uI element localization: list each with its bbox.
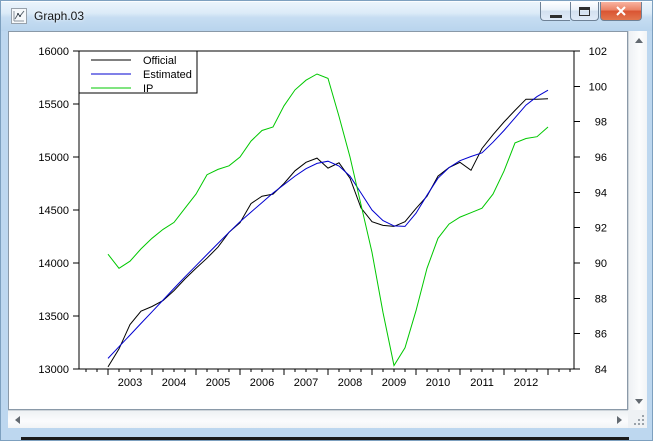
close-icon [616,6,626,16]
caption-buttons [540,2,642,21]
svg-text:86: 86 [595,329,607,341]
svg-text:98: 98 [595,117,607,129]
close-button[interactable] [600,2,642,21]
svg-text:15000: 15000 [38,152,69,164]
svg-text:90: 90 [595,258,607,270]
svg-text:84: 84 [595,364,607,376]
scroll-right-button[interactable] [611,411,627,429]
svg-text:96: 96 [595,152,607,164]
svg-text:102: 102 [589,46,607,58]
svg-text:94: 94 [595,187,607,199]
right-arrow-icon [616,416,622,424]
svg-text:2009: 2009 [382,377,406,389]
line-chart: 16000 15500 15000 14500 14000 13500 13000 102 10… [38,46,607,389]
svg-text:2012: 2012 [514,377,538,389]
maximize-icon [579,6,590,16]
resize-grip[interactable] [628,410,647,428]
svg-text:14000: 14000 [38,258,69,270]
minimize-button[interactable] [540,2,570,21]
titlebar[interactable]: Graph.03 [1,1,652,31]
resize-grip-icon [634,415,644,425]
vertical-scrollbar[interactable] [628,31,647,410]
scroll-up-button[interactable] [629,32,648,48]
scroll-left-button[interactable] [9,411,25,429]
svg-text:2006: 2006 [250,377,274,389]
svg-text:88: 88 [595,293,607,305]
svg-text:Official: Official [143,55,176,67]
svg-text:2007: 2007 [294,377,318,389]
left-arrow-icon [14,416,20,424]
minimize-icon [549,14,562,18]
window-bottom-edge [21,437,629,440]
svg-text:Estimated: Estimated [143,69,192,81]
svg-text:16000: 16000 [38,46,69,58]
window-title: Graph.03 [34,9,85,23]
svg-text:100: 100 [589,81,607,93]
scroll-down-button[interactable] [629,393,648,409]
svg-text:92: 92 [595,223,607,235]
up-arrow-icon [634,37,643,43]
maximize-button[interactable] [570,2,599,21]
svg-text:13500: 13500 [38,311,69,323]
svg-text:2005: 2005 [206,377,230,389]
svg-text:2010: 2010 [426,377,450,389]
svg-text:14500: 14500 [38,205,69,217]
svg-text:15500: 15500 [38,99,69,111]
graph-canvas: 16000 15500 15000 14500 14000 13500 13000 102 10… [8,31,628,410]
svg-text:13000: 13000 [38,364,69,376]
svg-text:2004: 2004 [162,377,186,389]
svg-text:IP: IP [143,83,153,95]
svg-text:2008: 2008 [338,377,362,389]
svg-text:2011: 2011 [470,377,494,389]
graph-icon[interactable] [11,8,27,24]
down-arrow-icon [634,398,643,404]
svg-text:2003: 2003 [118,377,142,389]
horizontal-scrollbar[interactable] [8,410,628,428]
